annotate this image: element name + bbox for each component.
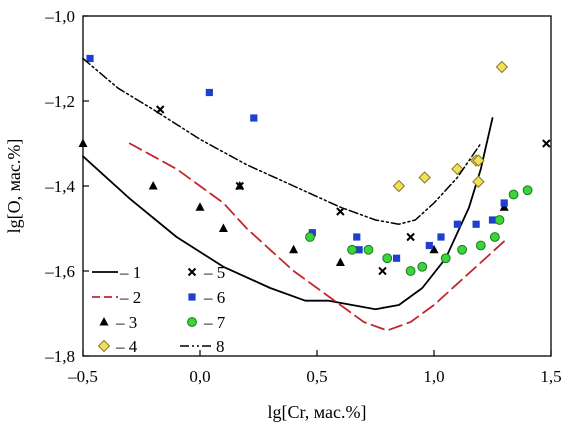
series-3 bbox=[78, 138, 509, 266]
legend-entry-5: – 5 bbox=[187, 263, 225, 282]
series-7-point bbox=[457, 244, 467, 255]
series-4-point bbox=[495, 60, 509, 74]
series-6-point bbox=[500, 199, 508, 207]
series-5-point bbox=[542, 139, 551, 148]
series-3-point bbox=[148, 181, 158, 190]
series-4-point bbox=[392, 179, 406, 193]
y-tick-label: –1,6 bbox=[44, 262, 75, 281]
series-6-point bbox=[250, 114, 258, 122]
series-6-point bbox=[86, 54, 94, 63]
series-5-point bbox=[406, 232, 415, 242]
y-tick-label: –1,8 bbox=[44, 347, 75, 366]
series-3-point bbox=[78, 138, 88, 147]
series-7-point bbox=[522, 185, 533, 196]
series-7-point bbox=[305, 232, 315, 242]
series-1 bbox=[82, 117, 494, 311]
series-7-point bbox=[475, 240, 486, 251]
series-6 bbox=[86, 54, 508, 262]
legend-swatch-7 bbox=[187, 317, 197, 327]
legend-entry-4: – 4 bbox=[97, 337, 138, 356]
series-5-point bbox=[336, 207, 345, 216]
legend-swatch-6 bbox=[188, 293, 196, 301]
legend-label-5: – 5 bbox=[203, 263, 225, 282]
x-tick-label: 1,0 bbox=[423, 367, 444, 386]
series-5 bbox=[156, 105, 551, 276]
series-4-point bbox=[451, 162, 464, 176]
series-7-point bbox=[363, 244, 374, 255]
series-6-point bbox=[453, 220, 461, 228]
series-7 bbox=[305, 185, 533, 276]
series-8 bbox=[82, 57, 482, 225]
series-4-point bbox=[472, 175, 485, 188]
series-3-point bbox=[335, 257, 345, 266]
series-4-point bbox=[418, 171, 431, 184]
legend-label-7: – 7 bbox=[203, 313, 226, 332]
x-tick-label: 1,5 bbox=[540, 367, 561, 386]
x-axis-label: lg[Cr, мас.%] bbox=[267, 402, 366, 422]
series-6-point bbox=[353, 233, 361, 241]
legend-swatch-5 bbox=[187, 267, 197, 277]
series-2 bbox=[128, 142, 506, 332]
series-6-point bbox=[425, 241, 433, 250]
series-5-point bbox=[235, 181, 244, 191]
series-2-line bbox=[128, 142, 506, 332]
legend-label-4: – 4 bbox=[115, 337, 138, 356]
series-4-point bbox=[472, 154, 485, 167]
legend-swatch-3 bbox=[99, 317, 109, 326]
y-tick-label: –1,2 bbox=[44, 92, 75, 111]
legend-label-8: 8 bbox=[216, 337, 225, 356]
legend-swatch-4 bbox=[97, 339, 111, 353]
legend-entry-7: – 7 bbox=[187, 313, 226, 332]
series-7-point bbox=[494, 215, 505, 225]
legend-label-1: – 1 bbox=[119, 263, 141, 282]
series-7-point bbox=[347, 244, 358, 255]
x-tick-label: –0,5 bbox=[67, 367, 98, 386]
series-7-point bbox=[508, 189, 519, 200]
series-4 bbox=[392, 60, 509, 193]
y-tick-label: –1,0 bbox=[44, 7, 75, 26]
series-6-point bbox=[355, 246, 363, 254]
series-7-point bbox=[440, 253, 451, 264]
legend-entry-3: – 3 bbox=[99, 313, 137, 332]
series-7-point bbox=[489, 232, 500, 242]
y-tick-label: –1,4 bbox=[44, 177, 75, 196]
series-3-point bbox=[218, 223, 228, 232]
series-6-point bbox=[205, 88, 213, 97]
series-5-point bbox=[378, 266, 387, 276]
series-6-point bbox=[392, 254, 401, 262]
series-8-line bbox=[82, 57, 482, 225]
series-3-point bbox=[429, 244, 439, 254]
series-7-point bbox=[405, 266, 416, 276]
series-6-point bbox=[488, 216, 497, 224]
legend-entry-2: – 2 bbox=[92, 288, 141, 307]
legend-label-2: – 2 bbox=[119, 288, 141, 307]
series-3-point bbox=[195, 202, 205, 211]
series-6-point bbox=[437, 233, 445, 241]
series-6-point bbox=[472, 220, 480, 228]
legend-label-6: – 6 bbox=[203, 288, 225, 307]
legend-label-3: – 3 bbox=[115, 313, 137, 332]
series-7-point bbox=[382, 253, 393, 264]
series-7-point bbox=[417, 261, 428, 272]
series-1-line bbox=[82, 117, 494, 311]
x-tick-label: 0,5 bbox=[306, 367, 327, 386]
legend-entry-8: 8 bbox=[180, 337, 225, 356]
y-axis-label: lg[O, мас.%] bbox=[4, 139, 24, 234]
series-3-point bbox=[289, 244, 299, 254]
legend-entry-1: – 1 bbox=[92, 263, 141, 282]
x-tick-label: 0,0 bbox=[189, 367, 210, 386]
legend-entry-6: – 6 bbox=[188, 288, 225, 307]
